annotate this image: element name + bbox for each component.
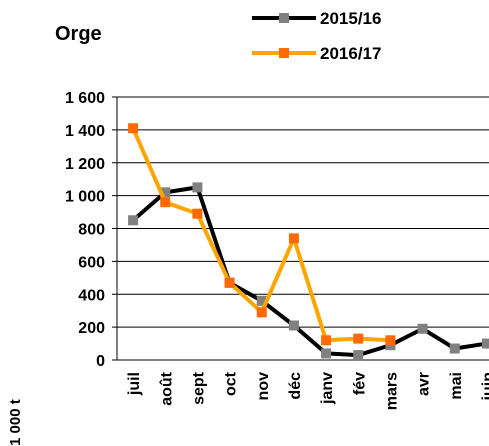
y-tick-label: 800: [78, 222, 105, 239]
marker: [288, 233, 299, 244]
x-tick-label: mars: [383, 372, 400, 410]
marker: [417, 323, 428, 334]
marker: [288, 320, 299, 331]
marker: [449, 343, 460, 354]
x-tick-label: juil: [126, 372, 143, 396]
x-tick-label: janv: [319, 372, 336, 405]
x-tick-label: sept: [190, 371, 207, 405]
legend-label: 2016/17: [320, 44, 381, 63]
marker: [481, 338, 489, 349]
y-tick-label: 1 600: [65, 90, 105, 107]
x-tick-label: juin: [480, 372, 489, 401]
y-axis-label: 1 000 t: [7, 399, 24, 446]
marker: [192, 182, 203, 193]
x-tick-label: août: [158, 371, 175, 405]
marker: [128, 215, 139, 226]
series-line: [131, 185, 488, 358]
y-tick-label: 1 200: [65, 156, 105, 173]
x-tick-label: fév: [351, 372, 368, 395]
marker: [321, 348, 332, 359]
marker: [256, 295, 267, 306]
marker: [224, 277, 235, 288]
x-tick-label: nov: [255, 372, 272, 401]
y-tick-label: 600: [78, 254, 105, 271]
legend-marker: [279, 48, 289, 58]
marker: [160, 197, 171, 208]
marker: [321, 335, 332, 346]
x-tick-label: déc: [287, 372, 304, 400]
y-tick-label: 1 000: [65, 189, 105, 206]
marker: [353, 350, 364, 361]
x-tick-label: mai: [448, 372, 465, 400]
x-tick-label: oct: [223, 371, 240, 396]
marker: [353, 333, 364, 344]
chart-title: Orge: [55, 23, 102, 45]
legend-label: 2015/16: [320, 9, 381, 28]
legend-marker: [279, 13, 289, 23]
marker: [128, 123, 139, 134]
y-tick-label: 400: [78, 287, 105, 304]
x-tick-label: avr: [416, 372, 433, 396]
y-tick-label: 200: [78, 320, 105, 337]
marker: [256, 307, 267, 318]
marker: [192, 208, 203, 219]
marker: [160, 187, 171, 198]
y-tick-label: 0: [96, 353, 105, 370]
y-tick-label: 1 400: [65, 123, 105, 140]
marker: [385, 335, 396, 346]
